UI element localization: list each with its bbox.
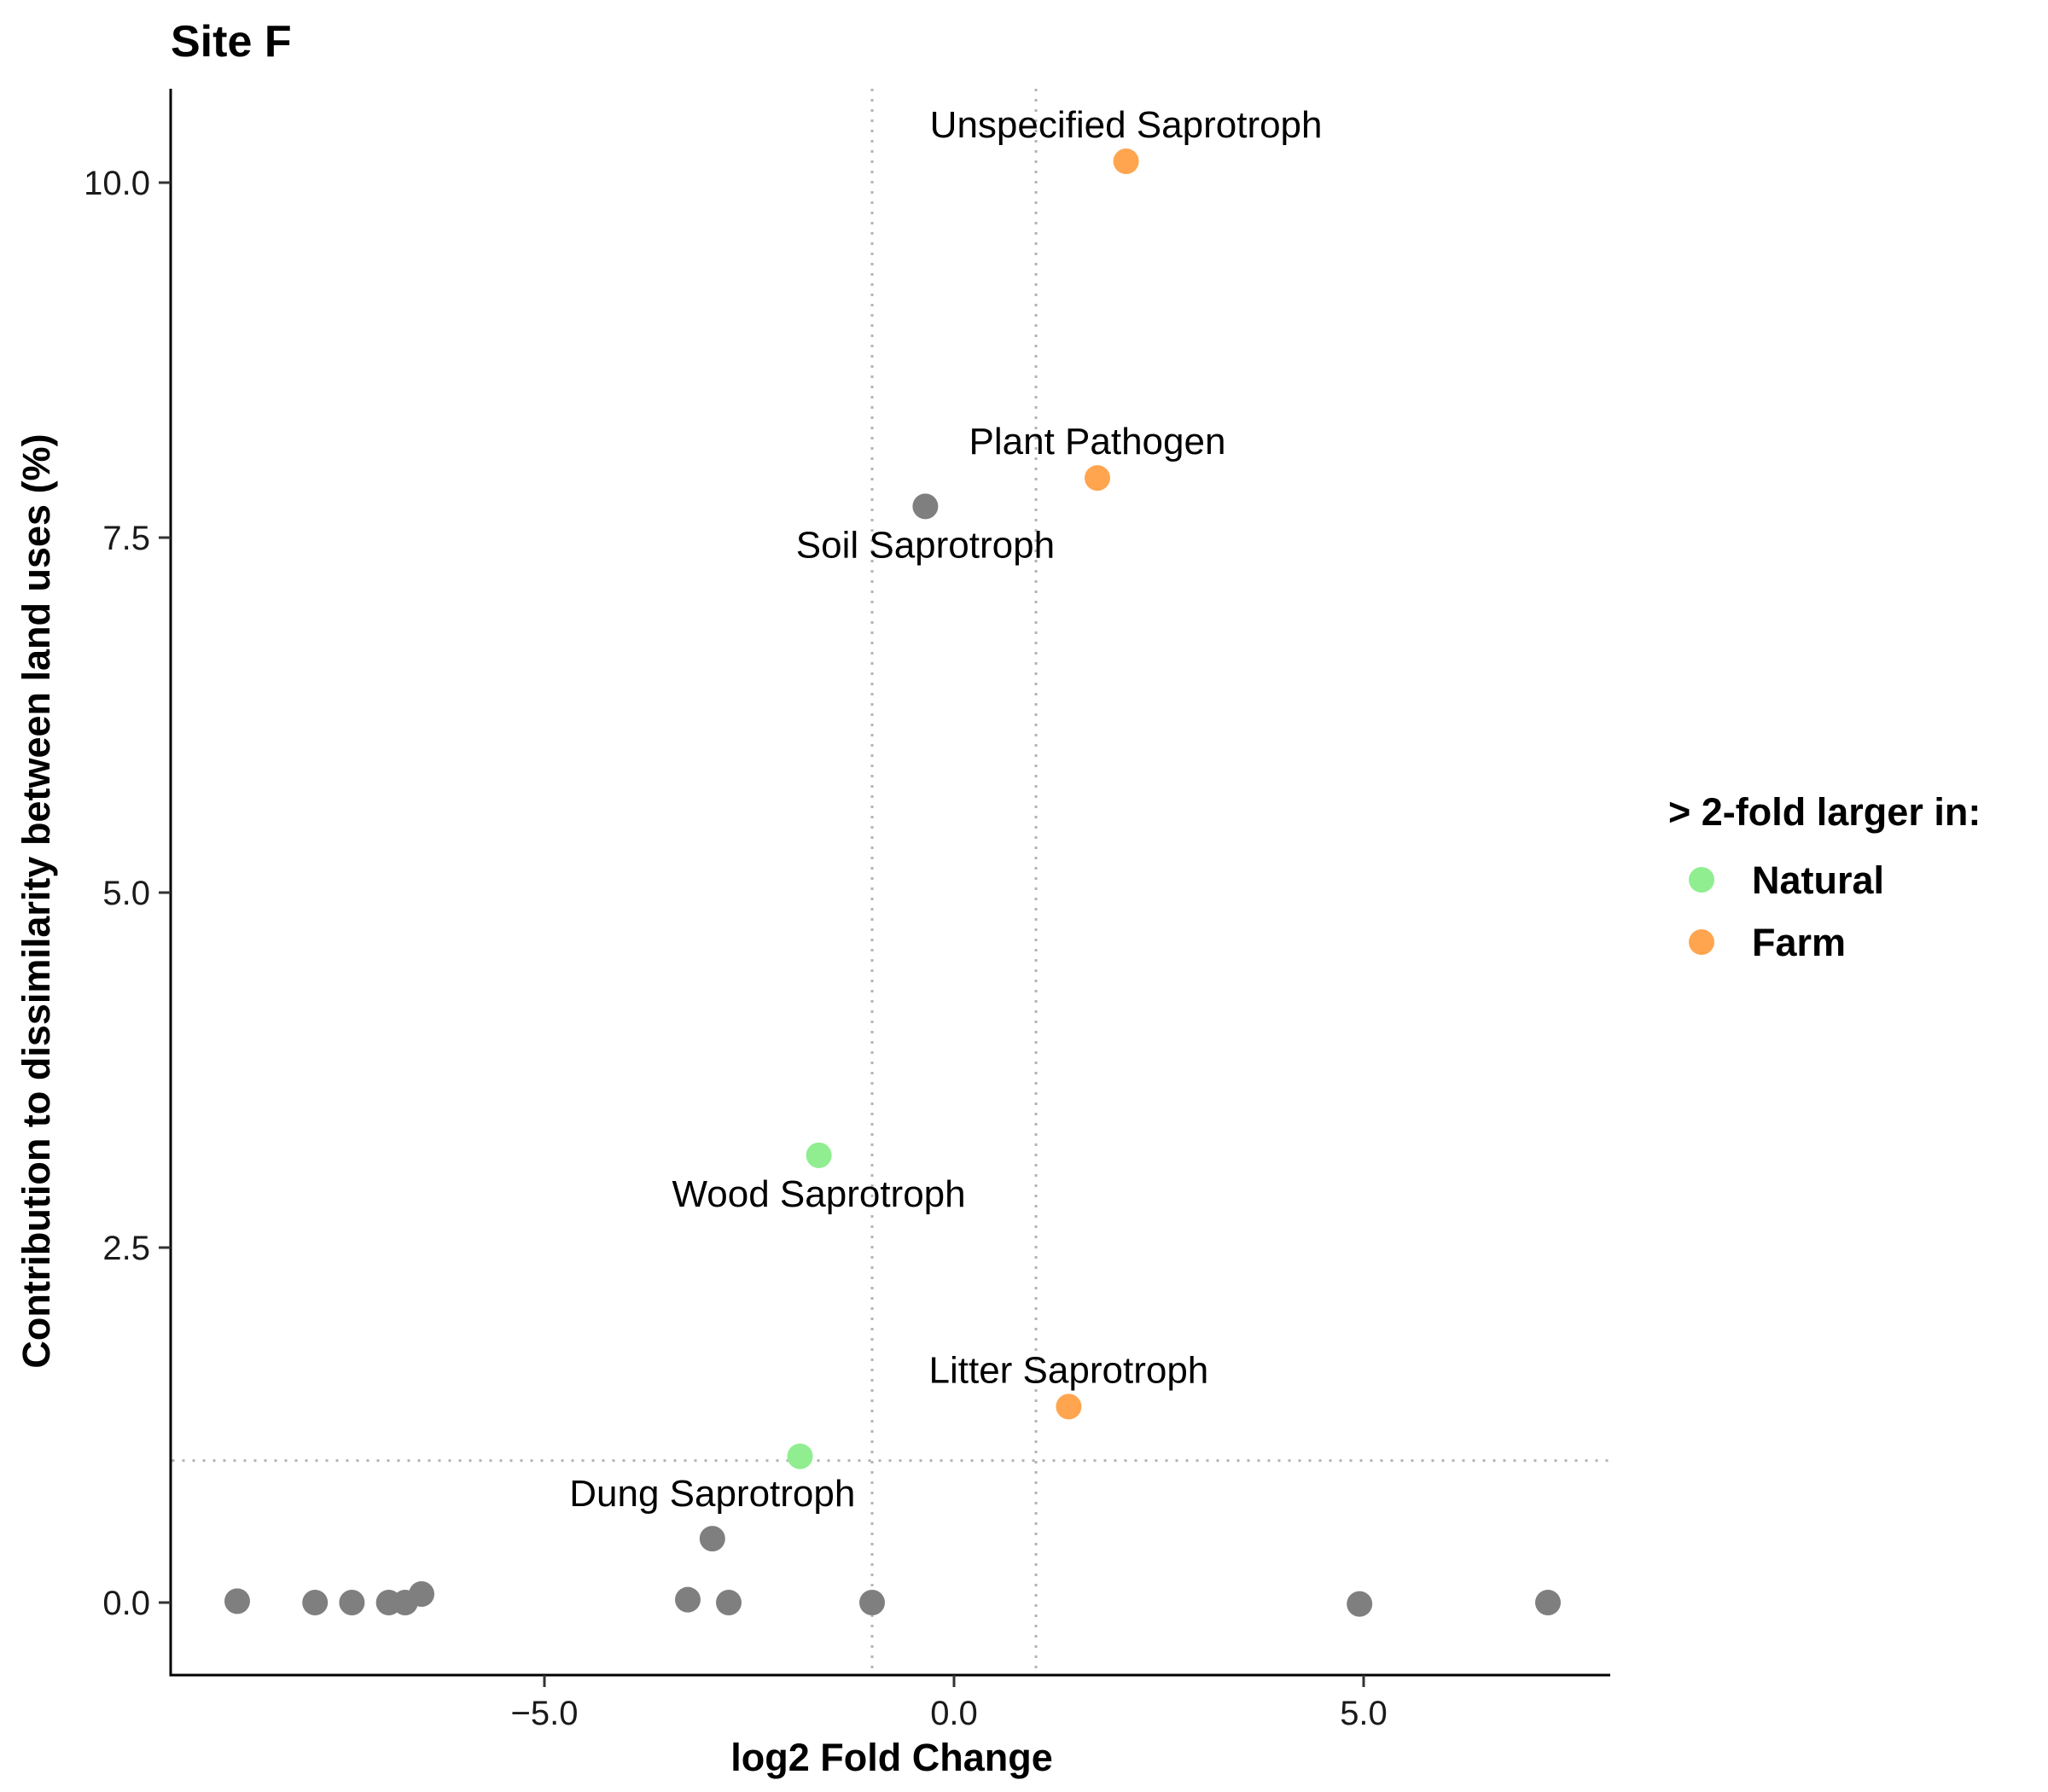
y-tick-label: 7.5 <box>102 520 150 557</box>
x-tick-label: −5.0 <box>511 1695 579 1732</box>
legend-swatch <box>1689 929 1714 955</box>
data-point <box>1056 1393 1082 1420</box>
data-points <box>224 148 1561 1617</box>
point-label: Litter Saprotroph <box>929 1349 1209 1391</box>
point-label: Unspecified Saprotroph <box>930 104 1323 146</box>
x-axis-title: log2 Fold Change <box>730 1736 1053 1779</box>
y-axis-title: Contribution to dissimilarity between la… <box>15 433 58 1368</box>
legend-label: Farm <box>1752 921 1846 964</box>
data-point <box>716 1590 742 1615</box>
y-tick-label: 2.5 <box>102 1230 150 1267</box>
y-tick-label: 5.0 <box>102 875 150 912</box>
legend-label: Natural <box>1752 858 1884 902</box>
data-point <box>302 1590 329 1615</box>
chart-title: Site F <box>171 17 292 67</box>
data-point <box>1085 465 1110 492</box>
data-point <box>859 1590 885 1615</box>
data-point <box>1535 1590 1561 1615</box>
data-point <box>409 1581 434 1608</box>
point-labels: Unspecified Saprotroph Plant Pathogen Soil… <box>569 104 1322 1515</box>
data-point <box>912 493 939 520</box>
x-tick-label: 0.0 <box>930 1695 978 1732</box>
data-point <box>1113 148 1139 175</box>
legend-entries: Natural Farm <box>1689 858 1884 964</box>
data-point <box>339 1590 365 1615</box>
y-tick-label: 0.0 <box>102 1585 150 1622</box>
data-point <box>787 1443 813 1469</box>
point-label: Plant Pathogen <box>969 421 1226 463</box>
y-axis-ticks: 0.0 2.5 5.0 7.5 10.0 <box>84 165 171 1622</box>
reference-lines <box>172 89 1610 1674</box>
x-axis-ticks: −5.0 0.0 5.0 <box>511 1675 1388 1732</box>
data-point <box>1347 1591 1373 1617</box>
point-label: Soil Saprotroph <box>796 524 1055 566</box>
data-point <box>675 1586 701 1613</box>
point-label: Dung Saprotroph <box>569 1473 855 1515</box>
y-tick-label: 10.0 <box>84 165 150 202</box>
legend-swatch <box>1689 867 1714 893</box>
data-point <box>806 1142 832 1168</box>
legend: > 2-fold larger in: Natural Farm <box>1668 790 1981 964</box>
legend-title: > 2-fold larger in: <box>1668 790 1981 834</box>
x-tick-label: 5.0 <box>1340 1695 1388 1732</box>
data-point <box>699 1526 725 1552</box>
data-point <box>224 1588 250 1615</box>
point-label: Wood Saprotroph <box>672 1173 966 1215</box>
